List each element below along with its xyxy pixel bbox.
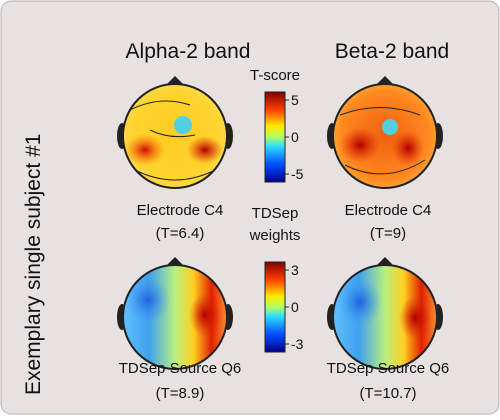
topomap <box>327 257 443 370</box>
panel-stat: (T=9) <box>370 225 406 242</box>
panel-stat: (T=8.9) <box>156 385 205 402</box>
topomap <box>327 76 443 189</box>
side-label: Exemplary single subject #1 <box>22 134 45 395</box>
colorbar-tick-label: 0 <box>291 129 299 145</box>
panel-label: Electrode C4 <box>137 202 224 219</box>
panel-label: TDSep Source Q6 <box>327 360 450 377</box>
topomap <box>117 76 233 189</box>
colorbar-tick-label: -3 <box>291 336 304 352</box>
colorbar-tick-label: 5 <box>291 92 299 108</box>
panel-stat: (T=10.7) <box>359 385 416 402</box>
colorbar-tick-label: -5 <box>291 166 304 182</box>
colorbar-tick-label: 3 <box>291 262 299 278</box>
panel-label: Electrode C4 <box>345 202 432 219</box>
topomap <box>117 257 233 370</box>
colorbar-tick-label: 0 <box>291 299 299 315</box>
colorbar-title: TDSep <box>252 205 299 222</box>
panel-stat: (T=6.4) <box>156 225 205 242</box>
column-title: Beta-2 band <box>335 40 449 63</box>
colorbar <box>264 261 286 353</box>
column-title: Alpha-2 band <box>126 40 251 63</box>
topomaps <box>117 76 443 370</box>
colorbar-title: weights <box>249 227 301 244</box>
panel-label: TDSep Source Q6 <box>119 360 242 377</box>
colorbar-title: T-score <box>250 67 300 84</box>
colorbar <box>264 91 286 183</box>
